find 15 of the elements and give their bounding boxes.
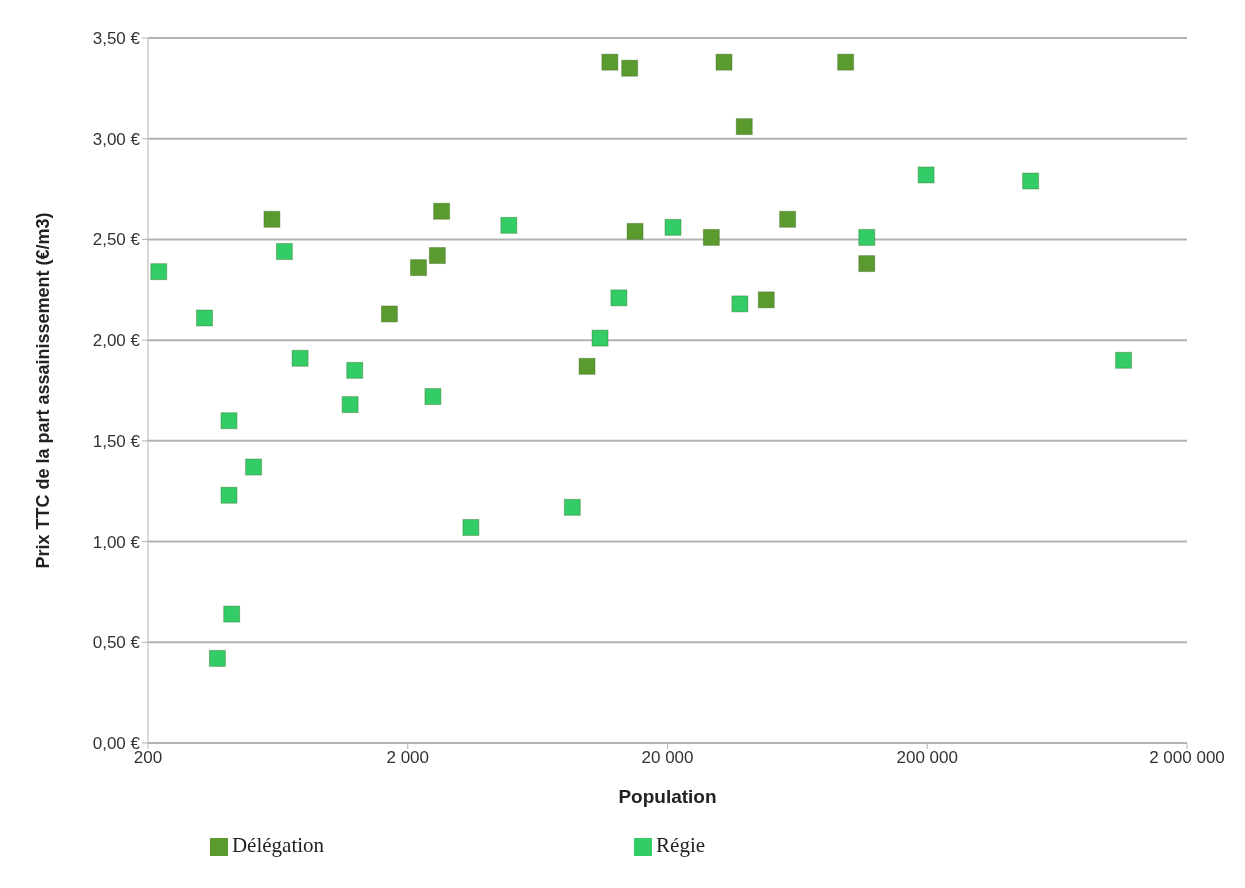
x-tick-label: 20 000 xyxy=(641,748,694,768)
y-tick-label: 1,50 € xyxy=(92,431,141,451)
y-tick-label: 2,00 € xyxy=(92,331,141,351)
x-axis-title: Population xyxy=(618,786,717,807)
y-tick-label: 2,50 € xyxy=(92,230,141,250)
legend-label: Régie xyxy=(656,833,706,857)
y-tick-label: 3,50 € xyxy=(92,29,141,49)
y-tick-label: 0,50 € xyxy=(92,633,141,653)
x-tick-label: 2 000 000 xyxy=(1149,748,1225,768)
x-tick-label: 200 000 xyxy=(896,748,958,768)
y-tick-label: 3,00 € xyxy=(92,129,141,149)
y-axis-title: Prix TTC de la part assainissement (€/m3) xyxy=(33,212,54,569)
legend-label: Délégation xyxy=(231,833,325,857)
y-tick-label: 1,00 € xyxy=(92,532,141,552)
x-tick-label: 2 000 xyxy=(386,748,430,768)
